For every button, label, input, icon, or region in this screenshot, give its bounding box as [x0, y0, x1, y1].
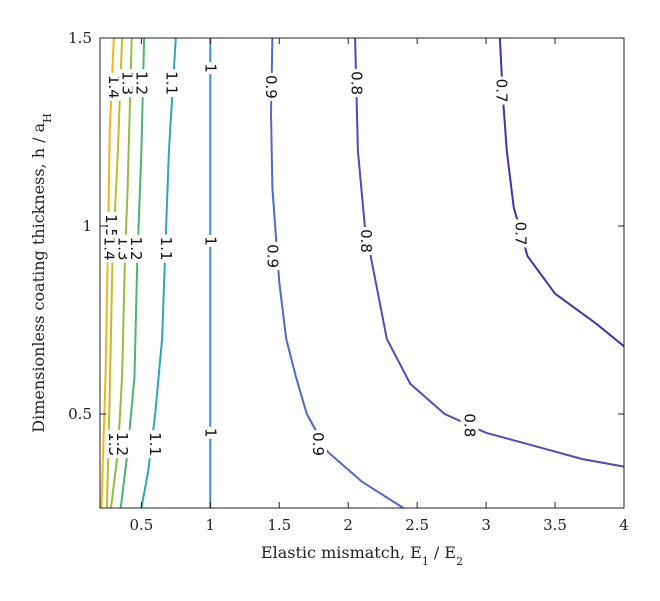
x-axis-label-sub1: 1: [422, 555, 429, 568]
contour-label-text: 1.2: [127, 237, 145, 261]
x-tick-label: 1.5: [267, 516, 291, 534]
contour-label: 1: [201, 426, 220, 439]
contour-label: 1: [201, 235, 220, 247]
contour-line-1-2: [119, 37, 146, 509]
contour-label-knockout: [347, 69, 366, 98]
contour-label: 1.1: [157, 234, 176, 263]
contour-label: 1.2: [132, 69, 151, 98]
contour-label-text: 1.2: [132, 71, 150, 95]
contour-label: 0.9: [263, 242, 282, 271]
contour-label: 0.9: [262, 72, 280, 101]
y-axis-label-sub: H: [41, 113, 54, 123]
x-axis-label-sub2: 2: [456, 555, 463, 568]
contour-label-text: 1.3: [119, 71, 137, 95]
contour-label-text: 1: [201, 428, 219, 438]
contour-label-knockout: [511, 219, 530, 248]
contour-label-text: 0.8: [348, 71, 366, 95]
x-axis-label-mid: / E: [429, 543, 456, 562]
contour-label-knockout: [357, 227, 376, 255]
contour-labels: 1.51.41.31.2 1.110.9 0.8 0.71.41.31.2 1.1 10.…: [100, 62, 530, 459]
x-axis-ticks: 0.5 1 1.5 2 2.5 3 3.5 4: [129, 38, 629, 534]
contour-label-text: 1.1: [163, 71, 181, 95]
contour-label-text: 0.9: [262, 75, 280, 99]
contour-label: 0.8: [347, 69, 366, 98]
x-tick-label: 2.5: [405, 516, 429, 534]
contour-label-knockout: [146, 430, 165, 459]
contour-label: 1.4: [104, 72, 123, 101]
contour-label: 1.1: [146, 430, 165, 459]
contour-label-knockout: [113, 430, 132, 459]
contour-label: 1.2: [126, 234, 145, 263]
contour-label-knockout: [126, 234, 145, 263]
contour-line-1-1: [140, 37, 177, 509]
contour-label: 0.8: [357, 227, 376, 255]
contour-label-text: 1.4: [105, 75, 123, 99]
plot-frame: [99, 37, 625, 509]
x-axis-label-main: Elastic mismatch, E: [261, 543, 422, 562]
contour-label-knockout: [157, 234, 176, 263]
contour-label: 1: [201, 62, 220, 75]
contour-label-knockout: [104, 72, 123, 101]
contour-label-knockout: [263, 242, 282, 271]
contour-label-text: 1: [201, 63, 219, 73]
contour-line-0-8: [354, 37, 625, 468]
contour-label-text: 0.9: [309, 432, 327, 456]
contour-label-text: 1.4: [101, 237, 119, 261]
contour-label-knockout: [201, 235, 220, 247]
contour-label: 0.7: [492, 76, 511, 105]
contour-label-text: 0.7: [512, 222, 530, 246]
y-axis-label-main: Dimensionless coating thickness, h / a: [29, 122, 48, 432]
contour-label: 0.8: [460, 411, 479, 440]
x-tick-label: 2: [343, 516, 353, 534]
contour-label-knockout: [201, 426, 220, 439]
contour-label-knockout: [460, 411, 479, 440]
contour-label: 1.2: [113, 430, 132, 459]
y-tick-label: 1.5: [68, 29, 92, 47]
contour-label-knockout: [262, 72, 280, 101]
contour-lines: [100, 37, 625, 509]
x-tick-label: 0.5: [129, 516, 153, 534]
y-tick-label: 1: [82, 217, 92, 235]
contour-label: 1.5: [102, 212, 120, 240]
contour-label-knockout: [100, 234, 119, 263]
contour-label-knockout: [162, 69, 181, 98]
contour-label-text: 1: [201, 236, 219, 246]
x-axis-label: Elastic mismatch, E1 / E2: [261, 543, 463, 568]
contour-label: 1.3: [118, 69, 137, 98]
contour-label: 1.1: [162, 69, 181, 98]
contour-label-knockout: [118, 69, 137, 98]
x-tick-label: 3: [481, 516, 491, 534]
x-tick-label: 3.5: [543, 516, 567, 534]
contour-label-knockout: [308, 430, 327, 459]
contour-label-knockout: [492, 76, 511, 105]
y-axis-ticks: 0.5 1 1.5: [68, 29, 624, 423]
contour-label-text: 1.2: [113, 432, 131, 456]
contour-label: 0.7: [511, 219, 530, 248]
contour-label-knockout: [102, 212, 120, 240]
contour-label: 0.9: [308, 430, 327, 459]
contour-label-text: 1.5: [102, 214, 120, 238]
contour-label: 1.4: [100, 234, 119, 263]
x-tick-label: 1: [206, 516, 216, 534]
contour-line-1-3: [110, 37, 133, 509]
x-tick-label: 4: [619, 516, 629, 534]
contour-label-text: 0.7: [492, 79, 510, 103]
contour-label-text: 0.8: [357, 229, 375, 253]
contour-label-text: 1.1: [157, 237, 175, 261]
contour-label-text: 0.8: [461, 413, 479, 437]
contour-label-text: 1.1: [146, 432, 164, 456]
contour-label-text: 0.9: [263, 244, 281, 268]
contour-label-knockout: [201, 62, 220, 75]
y-tick-label: 0.5: [68, 405, 92, 423]
contour-label-knockout: [132, 69, 151, 98]
contour-line-0-7: [498, 37, 625, 348]
y-axis-label: Dimensionless coating thickness, h / aH: [29, 113, 54, 432]
contour-line-0-9: [270, 37, 404, 509]
